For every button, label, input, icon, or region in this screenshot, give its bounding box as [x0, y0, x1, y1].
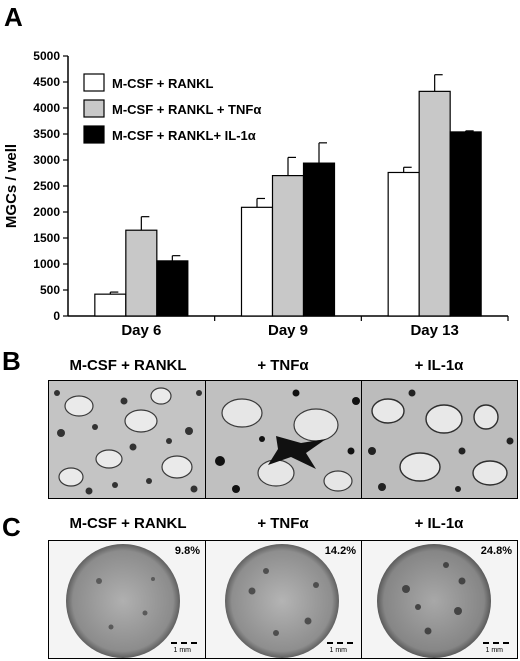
- y-tick-label: 5000: [33, 49, 60, 63]
- y-tick-label: 2500: [33, 179, 60, 193]
- micrograph-tnfa: [205, 380, 362, 499]
- panel-b-label-1: M-CSF + RANKL: [69, 357, 187, 374]
- scale-bar-icon: [327, 642, 353, 644]
- bar: [302, 162, 336, 317]
- legend-swatch: [83, 99, 105, 118]
- y-tick-label: 4000: [33, 101, 60, 115]
- y-axis-label: MGCs / well: [3, 144, 20, 228]
- bar-chart: MGCs / well 0 500 1000 1500 2000 2500 3000 3500…: [3, 49, 509, 339]
- legend-swatch: [83, 73, 105, 92]
- scale-bar-label: 1 mm: [329, 647, 348, 654]
- bar: [449, 131, 482, 317]
- micrograph-rankl: [48, 380, 206, 499]
- well-rankl: 9.8% 1 mm: [48, 540, 206, 659]
- micrograph-il1a: [361, 380, 518, 499]
- y-tick-label: 2000: [33, 205, 60, 219]
- panel-c-label-1: M-CSF + RANKL: [69, 515, 187, 532]
- panel-a-letter: A: [4, 2, 23, 32]
- scale-bar-label: 1 mm: [173, 647, 192, 654]
- y-tick-label: 4500: [33, 75, 60, 89]
- area-percent-il1a: 24.8%: [480, 545, 512, 557]
- legend-label: M-CSF + RANKL+ IL-1α: [112, 128, 256, 143]
- x-tick-label: Day 13: [410, 322, 458, 339]
- panel-b-letter: B: [2, 346, 21, 376]
- well-tnfa: 14.2% 1 mm: [205, 540, 362, 659]
- x-tick-label: Day 6: [121, 322, 161, 339]
- y-tick-label: 3000: [33, 153, 60, 167]
- bar: [387, 171, 420, 317]
- legend-label: M-CSF + RANKL: [112, 76, 214, 91]
- scale-bar-icon: [483, 642, 509, 644]
- panel-b-label-3: + IL-1α: [414, 357, 464, 374]
- well-il1a: 24.8% 1 mm: [361, 540, 518, 659]
- y-tick-label: 1500: [33, 231, 60, 245]
- legend-swatch: [83, 125, 105, 144]
- area-percent-tnfa: 14.2%: [324, 545, 356, 557]
- y-tick-label: 3500: [33, 127, 60, 141]
- bar: [271, 175, 305, 317]
- scale-bar-icon: [171, 642, 197, 644]
- panel-c-label-2: + TNFα: [257, 515, 309, 532]
- scale-bar-label: 1 mm: [485, 647, 504, 654]
- bar: [94, 293, 127, 317]
- area-percent-rankl: 9.8%: [174, 545, 200, 557]
- y-tick-label: 1000: [33, 257, 60, 271]
- y-tick-label: 500: [40, 283, 60, 297]
- legend: M-CSF + RANKL M-CSF + RANKL + TNFα M-CSF +…: [83, 73, 261, 144]
- panel-c-letter: C: [2, 512, 21, 542]
- legend-label: M-CSF + RANKL + TNFα: [112, 102, 261, 117]
- bar: [156, 260, 189, 317]
- bar: [240, 206, 274, 317]
- panel-c-label-3: + IL-1α: [414, 515, 464, 532]
- panel-b-label-2: + TNFα: [257, 357, 309, 374]
- bar: [418, 90, 451, 317]
- bar: [125, 229, 158, 317]
- y-tick-label: 0: [53, 309, 60, 323]
- x-tick-label: Day 9: [268, 322, 308, 339]
